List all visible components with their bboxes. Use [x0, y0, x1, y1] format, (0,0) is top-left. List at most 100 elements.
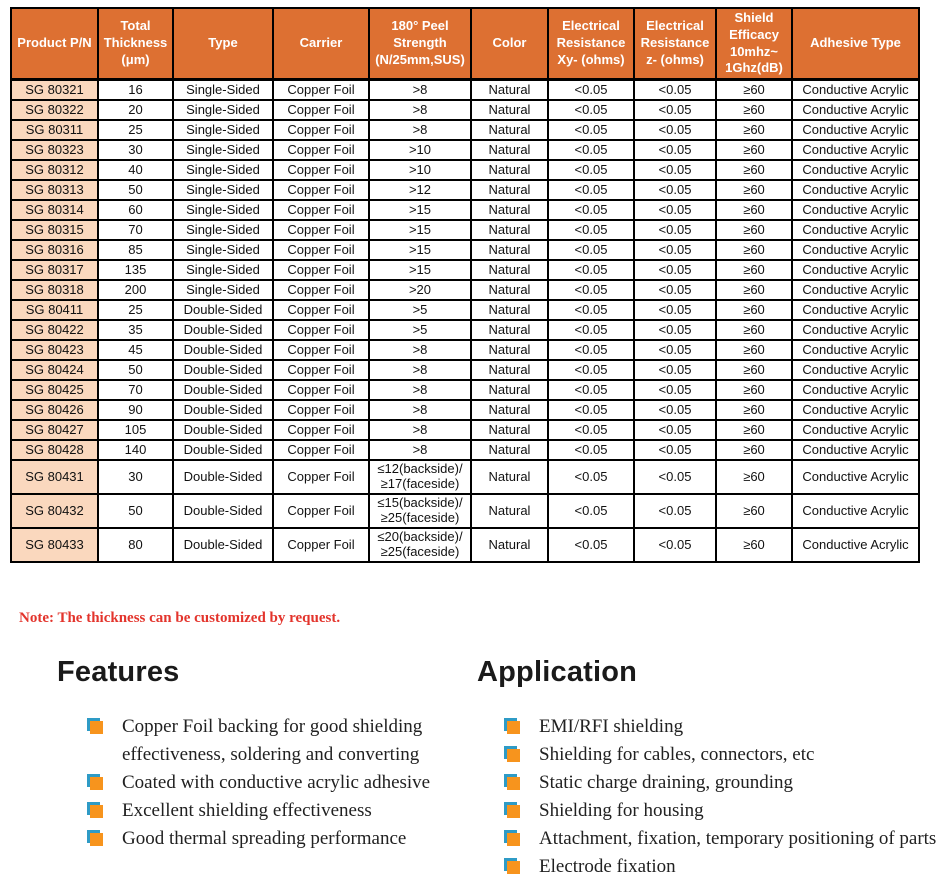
table-cell: ≥60: [715, 199, 793, 221]
table-cell: 50: [97, 179, 174, 201]
list-item: Electrode fixation: [507, 853, 945, 881]
table-cell: <0.05: [633, 419, 717, 441]
square-bullet-icon: [507, 861, 520, 874]
table-cell: <0.05: [547, 139, 635, 161]
table-row: SG 80428 140 Double-Sided Copper Foil >8 Natu…: [10, 439, 920, 461]
table-cell: 40: [97, 159, 174, 181]
table-cell: Natural: [470, 359, 549, 381]
features-section: Features Copper Foil backing for good sh…: [57, 656, 467, 853]
table-cell: <0.05: [547, 239, 635, 261]
table-cell: Copper Foil: [272, 493, 370, 529]
table-cell: Single-Sided: [172, 159, 274, 181]
table-cell: <0.05: [547, 299, 635, 321]
table-cell: Copper Foil: [272, 439, 370, 461]
table-cell: Double-Sided: [172, 339, 274, 361]
table-cell: Natural: [470, 279, 549, 301]
table-cell: Conductive Acrylic: [791, 239, 920, 261]
table-cell: Single-Sided: [172, 139, 274, 161]
table-row: SG 80314 60 Single-Sided Copper Foil >15 Natu…: [10, 199, 920, 221]
table-cell: >15: [368, 259, 472, 281]
table-cell: Natural: [470, 339, 549, 361]
table-cell: Conductive Acrylic: [791, 439, 920, 461]
table-cell: Copper Foil: [272, 119, 370, 141]
table-cell: Conductive Acrylic: [791, 279, 920, 301]
cell-product-pn: SG 80433: [10, 527, 99, 563]
table-row: SG 80433 80 Double-Sided Copper Foil ≤20(bac…: [10, 527, 920, 563]
table-cell: Copper Foil: [272, 279, 370, 301]
table-cell: <0.05: [547, 493, 635, 529]
table-row: SG 80426 90 Double-Sided Copper Foil >8 Natur…: [10, 399, 920, 421]
table-cell: Conductive Acrylic: [791, 199, 920, 221]
square-bullet-icon: [90, 721, 103, 734]
cell-product-pn: SG 80426: [10, 399, 99, 421]
table-cell: <0.05: [547, 379, 635, 401]
table-cell: <0.05: [633, 359, 717, 381]
table-cell: Single-Sided: [172, 78, 274, 101]
table-cell: 105: [97, 419, 174, 441]
table-cell: 50: [97, 493, 174, 529]
table-cell: Single-Sided: [172, 199, 274, 221]
table-cell: Conductive Acrylic: [791, 379, 920, 401]
list-item-text: Attachment, fixation, temporary position…: [539, 828, 937, 849]
table-cell: <0.05: [633, 439, 717, 461]
table-cell: >8: [368, 399, 472, 421]
table-cell: >8: [368, 379, 472, 401]
table-row: SG 80425 70 Double-Sided Copper Foil >8 Natur…: [10, 379, 920, 401]
square-bullet-icon: [90, 805, 103, 818]
table-cell: >8: [368, 359, 472, 381]
table-cell: Double-Sided: [172, 439, 274, 461]
cell-product-pn: SG 80322: [10, 99, 99, 121]
table-cell: 80: [97, 527, 174, 563]
table-cell: >15: [368, 239, 472, 261]
cell-product-pn: SG 80323: [10, 139, 99, 161]
table-cell: Conductive Acrylic: [791, 459, 920, 495]
table-cell: <0.05: [633, 139, 717, 161]
features-title: Features: [57, 656, 180, 688]
table-cell: Double-Sided: [172, 493, 274, 529]
list-item: Good thermal spreading performance: [90, 825, 467, 853]
table-cell: Single-Sided: [172, 179, 274, 201]
table-cell: <0.05: [547, 219, 635, 241]
square-bullet-icon: [90, 777, 103, 790]
table-cell: ≥60: [715, 319, 793, 341]
square-bullet-icon: [507, 777, 520, 790]
table-cell: Conductive Acrylic: [791, 299, 920, 321]
table-cell: ≤12(backside)/ ≥17(faceside): [368, 459, 472, 495]
table-cell: ≥60: [715, 379, 793, 401]
table-cell: Copper Foil: [272, 379, 370, 401]
table-cell: Single-Sided: [172, 279, 274, 301]
table-cell: Single-Sided: [172, 119, 274, 141]
application-list: EMI/RFI shielding Shielding for cables, c…: [477, 713, 945, 881]
table-cell: Conductive Acrylic: [791, 159, 920, 181]
table-row: SG 80311 25 Single-Sided Copper Foil >8 Natur…: [10, 119, 920, 141]
table-cell: <0.05: [633, 219, 717, 241]
table-cell: 70: [97, 379, 174, 401]
cell-product-pn: SG 80318: [10, 279, 99, 301]
table-cell: >8: [368, 439, 472, 461]
table-cell: Copper Foil: [272, 219, 370, 241]
table-cell: ≥60: [715, 527, 793, 563]
table-cell: <0.05: [547, 319, 635, 341]
table-cell: Natural: [470, 219, 549, 241]
table-cell: Natural: [470, 199, 549, 221]
table-cell: Copper Foil: [272, 359, 370, 381]
cell-product-pn: SG 80427: [10, 419, 99, 441]
table-cell: 50: [97, 359, 174, 381]
features-list: Copper Foil backing for good shielding e…: [57, 713, 467, 853]
table-cell: <0.05: [633, 299, 717, 321]
table-cell: 20: [97, 99, 174, 121]
table-cell: >10: [368, 139, 472, 161]
table-cell: 60: [97, 199, 174, 221]
table-row: SG 80312 40 Single-Sided Copper Foil >10 Natu…: [10, 159, 920, 181]
table-cell: Conductive Acrylic: [791, 78, 920, 101]
table-cell: Copper Foil: [272, 419, 370, 441]
table-cell: <0.05: [633, 379, 717, 401]
table-cell: Double-Sided: [172, 359, 274, 381]
square-bullet-icon: [507, 833, 520, 846]
table-cell: Double-Sided: [172, 379, 274, 401]
table-row: SG 80423 45 Double-Sided Copper Foil >8 Natur…: [10, 339, 920, 361]
table-cell: >5: [368, 299, 472, 321]
table-cell: <0.05: [633, 339, 717, 361]
table-row: SG 80315 70 Single-Sided Copper Foil >15 Natu…: [10, 219, 920, 241]
cell-product-pn: SG 80431: [10, 459, 99, 495]
